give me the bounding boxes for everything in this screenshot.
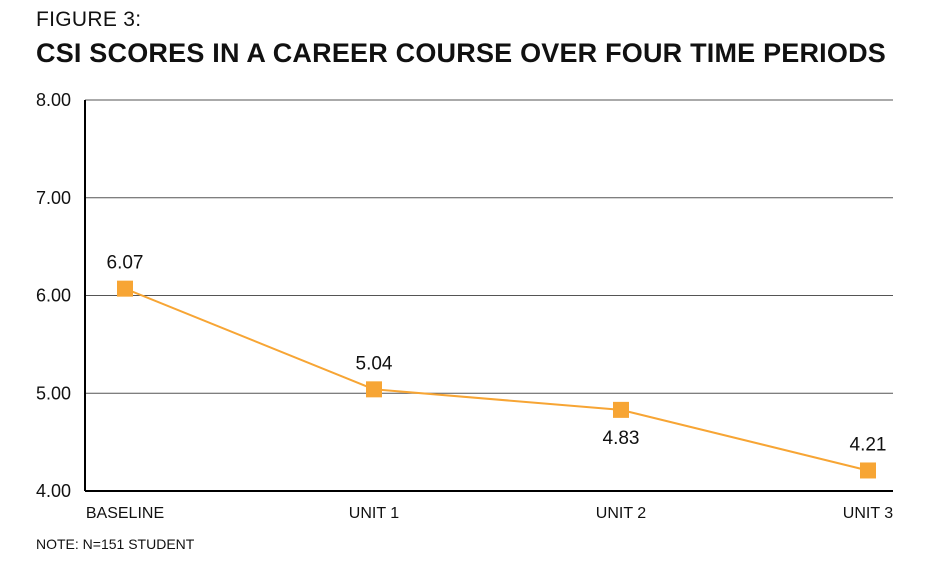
y-tick-label: 4.00 — [36, 481, 71, 501]
x-tick-labels: BASELINE UNIT 1 UNIT 2 UNIT 3 — [86, 505, 893, 522]
chart-note: NOTE: N=151 STUDENT — [36, 536, 195, 552]
line-chart: 4.00 5.00 6.00 7.00 8.00 BASELINE UNIT 1 UNIT … — [36, 90, 893, 522]
y-tick-label: 7.00 — [36, 188, 71, 208]
x-tick-label: UNIT 2 — [596, 505, 646, 522]
y-tick-label: 5.00 — [36, 383, 71, 403]
data-label: 4.83 — [603, 428, 640, 449]
data-point-marker — [613, 401, 629, 418]
y-tick-label: 6.00 — [36, 286, 71, 306]
figure-label: FIGURE 3: — [36, 8, 142, 31]
gridlines — [85, 99, 893, 394]
x-tick-label: UNIT 1 — [349, 505, 399, 522]
x-tick-label: BASELINE — [86, 505, 164, 522]
data-label: 4.21 — [850, 434, 887, 455]
data-label: 6.07 — [107, 253, 144, 274]
data-point-marker — [117, 280, 133, 297]
x-tick-label: UNIT 3 — [843, 505, 893, 522]
data-labels: 6.07 5.04 4.83 4.21 — [107, 253, 887, 456]
chart-title: CSI SCORES IN A CAREER COURSE OVER FOUR … — [36, 38, 886, 68]
data-point-marker — [860, 462, 876, 479]
data-point-marker — [366, 381, 382, 398]
y-tick-label: 8.00 — [36, 90, 71, 110]
axes — [84, 100, 893, 492]
data-markers — [117, 280, 876, 479]
series-line — [124, 287, 869, 472]
series-line-path — [124, 287, 869, 472]
data-label: 5.04 — [356, 353, 393, 374]
y-tick-labels: 4.00 5.00 6.00 7.00 8.00 — [36, 90, 71, 501]
